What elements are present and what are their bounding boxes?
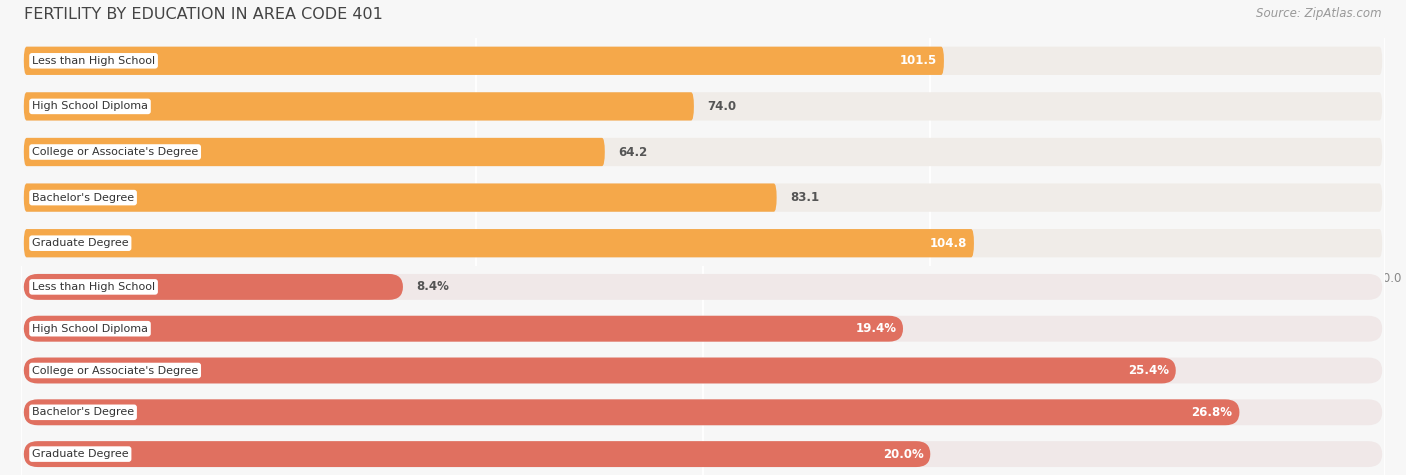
Text: College or Associate's Degree: College or Associate's Degree bbox=[32, 365, 198, 376]
FancyBboxPatch shape bbox=[24, 183, 1382, 212]
FancyBboxPatch shape bbox=[24, 274, 404, 300]
Text: Bachelor's Degree: Bachelor's Degree bbox=[32, 407, 134, 418]
FancyBboxPatch shape bbox=[24, 358, 1175, 383]
FancyBboxPatch shape bbox=[24, 138, 1382, 166]
FancyBboxPatch shape bbox=[24, 441, 1382, 467]
FancyBboxPatch shape bbox=[24, 316, 1382, 342]
Text: Graduate Degree: Graduate Degree bbox=[32, 449, 128, 459]
FancyBboxPatch shape bbox=[24, 399, 1240, 425]
Text: College or Associate's Degree: College or Associate's Degree bbox=[32, 147, 198, 157]
Text: 8.4%: 8.4% bbox=[416, 280, 450, 294]
Text: FERTILITY BY EDUCATION IN AREA CODE 401: FERTILITY BY EDUCATION IN AREA CODE 401 bbox=[24, 7, 382, 22]
Text: Bachelor's Degree: Bachelor's Degree bbox=[32, 192, 134, 203]
Text: 101.5: 101.5 bbox=[900, 54, 938, 67]
Text: 64.2: 64.2 bbox=[619, 145, 648, 159]
FancyBboxPatch shape bbox=[24, 441, 931, 467]
FancyBboxPatch shape bbox=[24, 229, 974, 257]
Text: 25.4%: 25.4% bbox=[1128, 364, 1168, 377]
FancyBboxPatch shape bbox=[24, 92, 695, 121]
FancyBboxPatch shape bbox=[24, 358, 1382, 383]
Text: 26.8%: 26.8% bbox=[1192, 406, 1233, 419]
FancyBboxPatch shape bbox=[24, 229, 1382, 257]
Text: Graduate Degree: Graduate Degree bbox=[32, 238, 128, 248]
FancyBboxPatch shape bbox=[24, 92, 1382, 121]
Text: Source: ZipAtlas.com: Source: ZipAtlas.com bbox=[1257, 7, 1382, 20]
Text: Less than High School: Less than High School bbox=[32, 56, 155, 66]
Text: 104.8: 104.8 bbox=[929, 237, 967, 250]
Text: Less than High School: Less than High School bbox=[32, 282, 155, 292]
FancyBboxPatch shape bbox=[24, 47, 1382, 75]
FancyBboxPatch shape bbox=[24, 47, 943, 75]
FancyBboxPatch shape bbox=[24, 183, 776, 212]
FancyBboxPatch shape bbox=[24, 399, 1382, 425]
FancyBboxPatch shape bbox=[24, 138, 605, 166]
Text: 19.4%: 19.4% bbox=[855, 322, 896, 335]
Text: 83.1: 83.1 bbox=[790, 191, 820, 204]
Text: 20.0%: 20.0% bbox=[883, 447, 924, 461]
Text: 74.0: 74.0 bbox=[707, 100, 737, 113]
FancyBboxPatch shape bbox=[24, 274, 1382, 300]
Text: High School Diploma: High School Diploma bbox=[32, 101, 148, 112]
FancyBboxPatch shape bbox=[24, 316, 903, 342]
Text: High School Diploma: High School Diploma bbox=[32, 323, 148, 334]
